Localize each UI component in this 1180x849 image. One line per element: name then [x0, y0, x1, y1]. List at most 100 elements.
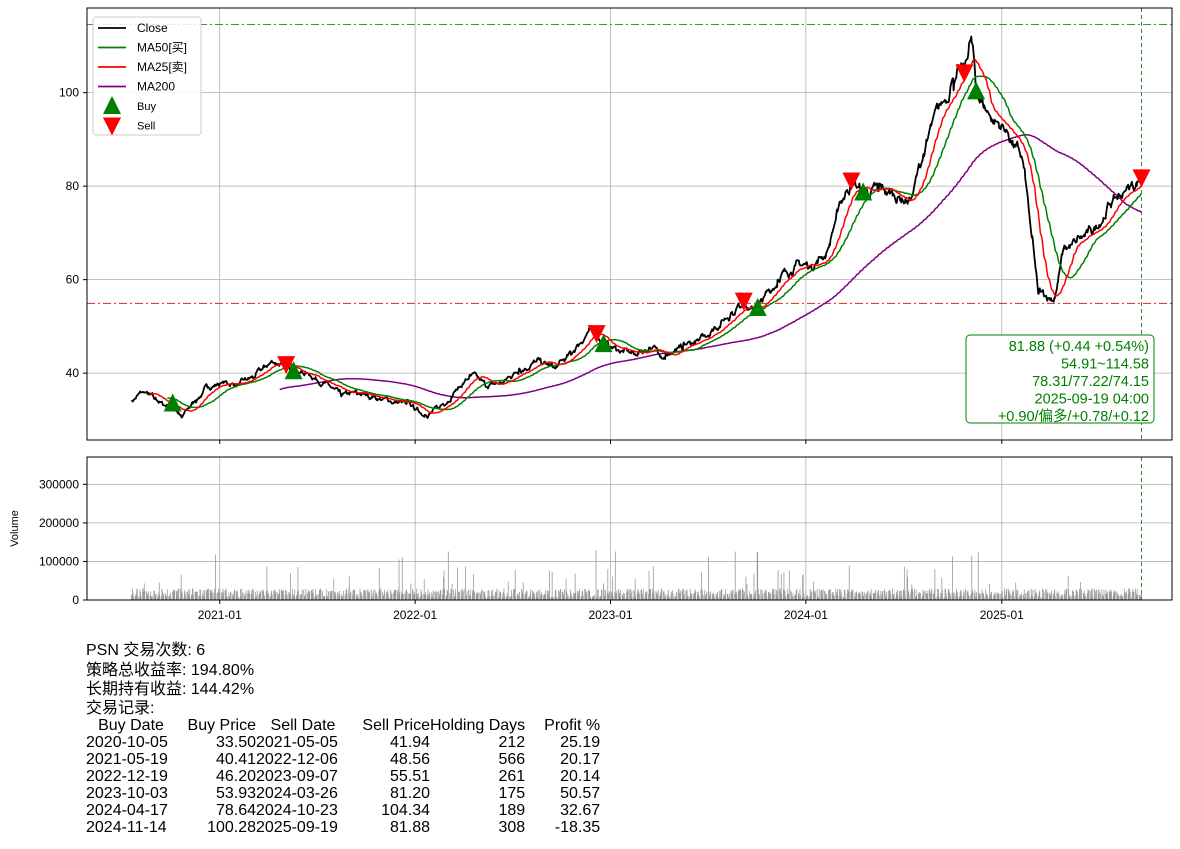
- y-tick-label: 100: [59, 86, 79, 100]
- stock-chart: 40 60 80 100 Close MA50[买] MA25[卖] MA200 Buy Sell…: [9, 7, 1173, 622]
- volume-panel: 2021-01 2022-01 2023-01 2024-01 2025-01 0 1000…: [9, 456, 1173, 622]
- sell-marker: [277, 356, 296, 375]
- legend-label: MA25[卖]: [137, 60, 187, 74]
- table-cell: 2021-05-05: [256, 734, 338, 751]
- table-cell: 2024-03-26: [256, 785, 338, 802]
- table-cell: 20.17: [560, 751, 601, 768]
- y-tick-label: 40: [66, 366, 80, 380]
- column-header: Buy Date: [98, 717, 164, 734]
- table-cell: 261: [498, 768, 526, 785]
- buy-marker: [748, 298, 767, 317]
- close-line: [130, 35, 1143, 419]
- table-cell: 32.67: [560, 802, 601, 819]
- info-box-frame: [965, 334, 1155, 424]
- legend-marker: [103, 96, 121, 114]
- column-header: Sell Date: [270, 717, 336, 734]
- legend-label: MA200: [137, 80, 175, 94]
- info-line: 54.91~114.58: [1061, 357, 1149, 373]
- info-line: 81.88 (+0.44 +0.54%): [1009, 339, 1149, 355]
- y-tick-label: 60: [66, 273, 80, 287]
- legend: Close MA50[买] MA25[卖] MA200 Buy Sell: [92, 16, 202, 136]
- column-header: Profit %: [544, 717, 601, 734]
- table-cell: 566: [498, 751, 526, 768]
- sell-marker: [1132, 169, 1151, 188]
- table-cell: 2023-10-03: [86, 785, 168, 802]
- x-tick-label: 2022-01: [393, 608, 437, 622]
- table-cell: 78.64: [215, 802, 256, 819]
- table-cell: 40.41: [215, 751, 256, 768]
- table-row: 2022-12-19 46.20 2023-09-07 55.51 261 20.14: [86, 768, 600, 785]
- legend-label: Buy: [137, 101, 156, 113]
- x-tick-label: 2023-01: [588, 608, 632, 622]
- legend-label: Sell: [137, 121, 155, 133]
- table-cell: 212: [498, 734, 526, 751]
- table-cell: 48.56: [389, 751, 430, 768]
- y-tick-label: 0: [72, 593, 79, 607]
- column-header: Holding Days: [430, 717, 526, 734]
- table-cell: 2024-10-23: [256, 802, 338, 819]
- column-header: Sell Price: [362, 717, 430, 734]
- table-cell: 308: [498, 819, 526, 836]
- price-axes-frame: [86, 7, 1173, 441]
- info-line: 78.31/77.22/74.15: [1032, 374, 1149, 390]
- x-tick-label: 2024-01: [784, 608, 828, 622]
- hold-return: 长期持有收益: 144.42%: [86, 681, 255, 698]
- table-row: 2024-11-14 100.28 2025-09-19 81.88 308 -18.35: [86, 819, 600, 836]
- table-cell: -18.35: [554, 819, 601, 836]
- table-cell: 41.94: [389, 734, 430, 751]
- table-cell: 100.28: [207, 819, 256, 836]
- ma25-line: [148, 58, 1143, 414]
- table-cell: 2024-04-17: [86, 802, 168, 819]
- table-cell: 81.88: [389, 819, 430, 836]
- legend-box: [92, 16, 202, 136]
- table-cell: 81.20: [389, 785, 430, 802]
- table-row: 2024-04-17 78.64 2024-10-23 104.34 189 32.67: [86, 802, 600, 819]
- table-cell: 25.19: [560, 734, 601, 751]
- legend-label: MA50[买]: [137, 41, 187, 55]
- y-tick-label: 80: [66, 179, 80, 193]
- x-tick-label: 2021-01: [198, 608, 242, 622]
- sell-marker: [587, 325, 606, 344]
- table-row: 2023-10-03 53.93 2024-03-26 81.20 175 50.57: [86, 785, 600, 802]
- table-row: 2021-05-19 40.41 2022-12-06 48.56 566 20.17: [86, 751, 600, 768]
- table-cell: 55.51: [389, 768, 430, 785]
- sell-marker: [734, 292, 753, 311]
- buy-marker: [594, 334, 613, 353]
- y-tick-label: 100000: [39, 554, 79, 568]
- volume-axes-frame: [86, 456, 1173, 601]
- table-cell: 175: [498, 785, 526, 802]
- table-header: Buy Date Buy Price Sell Date Sell Price Hold…: [86, 717, 600, 734]
- records-title: 交易记录:: [86, 700, 155, 717]
- table-cell: 33.50: [215, 734, 256, 751]
- price-panel: 40 60 80 100 Close MA50[买] MA25[卖] MA200 Buy Sell…: [59, 7, 1173, 444]
- y-tick-label: 200000: [39, 516, 79, 530]
- trade-table: Buy Date Buy Price Sell Date Sell Price Hold…: [86, 717, 600, 836]
- table-cell: 2025-09-19: [256, 819, 338, 836]
- sell-marker: [842, 172, 861, 191]
- buy-marker: [967, 81, 986, 100]
- volume-axis-label: Volume: [9, 510, 21, 547]
- legend-label: Close: [137, 21, 168, 35]
- table-row: 2020-10-05 33.50 2021-05-05 41.94 212 25.19: [86, 734, 600, 751]
- table-cell: 20.14: [560, 768, 601, 785]
- column-header: Buy Price: [187, 717, 256, 734]
- table-cell: 104.34: [381, 802, 430, 819]
- info-line: 2025-09-19 04:00: [1035, 392, 1150, 408]
- table-cell: 46.20: [215, 768, 256, 785]
- info-line: +0.90/偏多/+0.78/+0.12: [998, 408, 1149, 425]
- table-cell: 189: [498, 802, 526, 819]
- x-tick-label: 2025-01: [980, 608, 1024, 622]
- table-cell: 53.93: [215, 785, 256, 802]
- ma200-line: [279, 134, 1142, 399]
- table-cell: 50.57: [560, 785, 601, 802]
- info-box: 81.88 (+0.44 +0.54%) 54.91~114.5878.31/77…: [965, 334, 1155, 425]
- buy-marker: [284, 361, 303, 380]
- table-cell: 2020-10-05: [86, 734, 168, 751]
- table-cell: 2021-05-19: [86, 751, 168, 768]
- trade-count: PSN 交易次数: 6: [86, 642, 206, 659]
- table-cell: 2022-12-19: [86, 768, 168, 785]
- table-cell: 2024-11-14: [86, 819, 167, 836]
- y-tick-label: 300000: [39, 477, 79, 491]
- buy-marker: [854, 182, 873, 201]
- table-cell: 2022-12-06: [256, 751, 338, 768]
